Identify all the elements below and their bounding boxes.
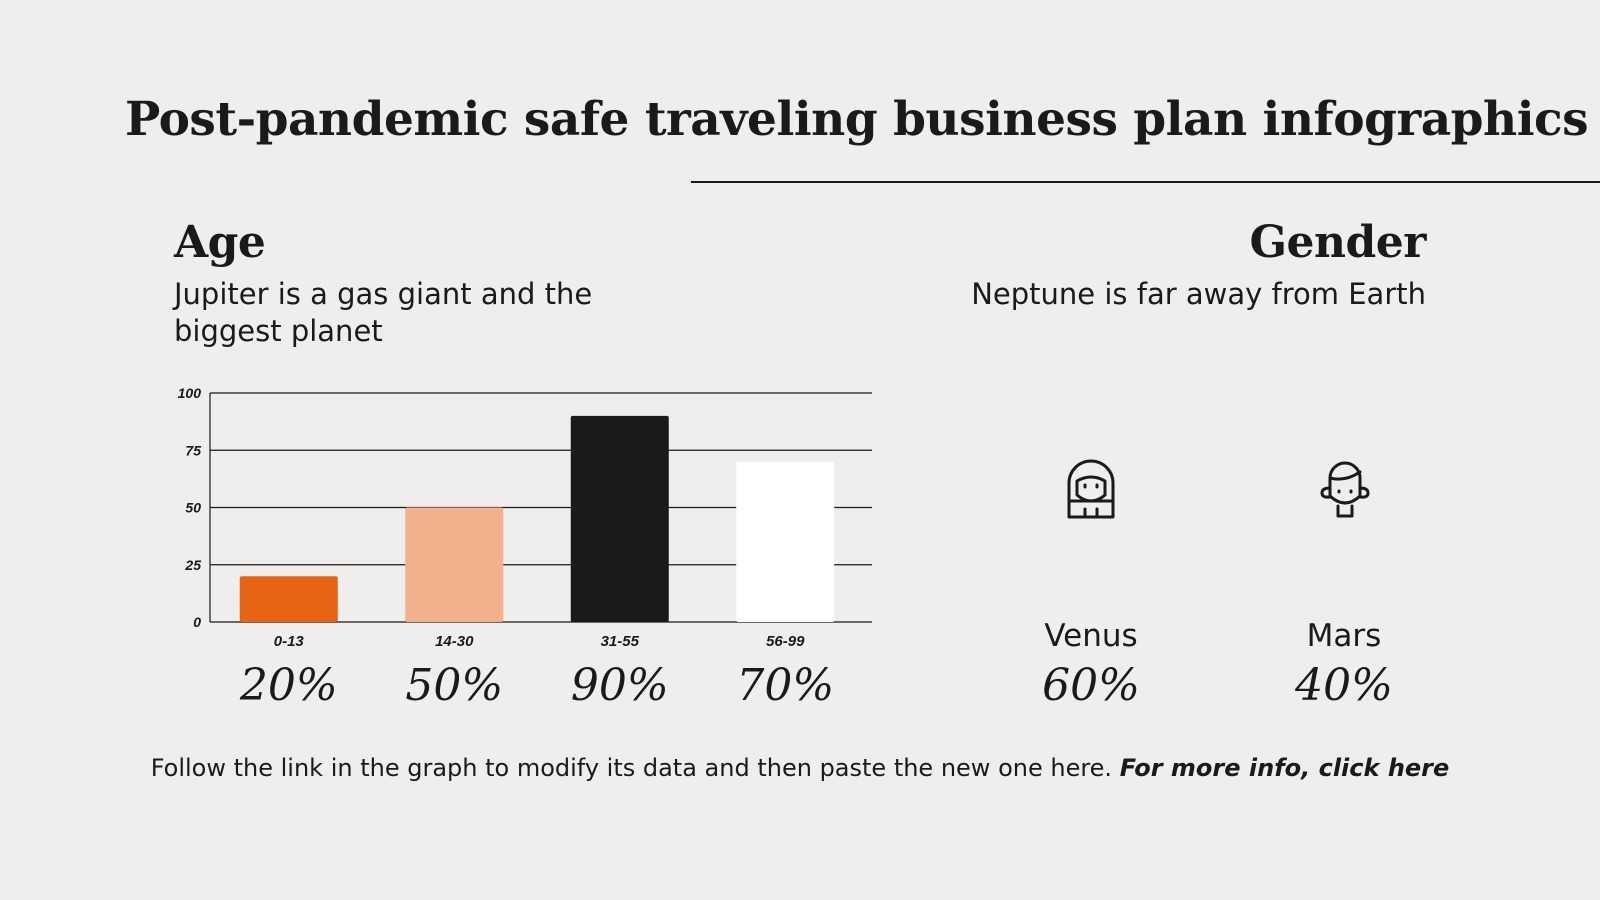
age-percent-label: 90% xyxy=(570,660,669,711)
y-tick-label: 75 xyxy=(185,442,201,458)
mars-circle xyxy=(1264,409,1425,570)
page-title: Post-pandemic safe traveling business pl… xyxy=(125,92,1589,147)
mars-percent: 40% xyxy=(1295,660,1393,711)
mars-label: Mars xyxy=(1306,618,1382,654)
venus-percent: 60% xyxy=(1042,660,1140,711)
venus-label: Venus xyxy=(1044,618,1138,654)
x-category-label: 0-13 xyxy=(274,633,305,650)
x-category-label: 14-30 xyxy=(435,633,474,650)
woman-icon xyxy=(1067,459,1115,519)
age-bar-chart[interactable]: 0 25 50 75 100 0-13 14-30 31-55 56-99 xyxy=(160,380,880,650)
bar-56-99 xyxy=(736,461,835,622)
chart-bars xyxy=(239,415,835,622)
bar-31-55 xyxy=(570,415,669,622)
y-tick-label: 0 xyxy=(193,614,201,630)
bar-0-13 xyxy=(239,576,338,622)
age-description: Jupiter is a gas giant and the biggest p… xyxy=(174,277,593,348)
chart-y-ticks: 0 25 50 75 100 xyxy=(178,385,202,630)
age-heading: Age xyxy=(174,217,266,268)
venus-circle xyxy=(983,382,1199,598)
x-category-label: 31-55 xyxy=(601,633,640,650)
y-tick-label: 50 xyxy=(185,500,201,516)
gender-heading: Gender xyxy=(1249,217,1426,268)
y-tick-label: 100 xyxy=(178,385,202,401)
more-info-link[interactable]: For more info, click here xyxy=(1119,754,1450,782)
title-divider xyxy=(691,181,1600,183)
age-percent-label: 70% xyxy=(736,660,835,711)
footer-note: Follow the link in the graph to modify i… xyxy=(0,754,1600,782)
chart-x-labels: 0-13 14-30 31-55 56-99 xyxy=(274,633,805,650)
footer-text: Follow the link in the graph to modify i… xyxy=(150,754,1113,782)
gender-description: Neptune is far away from Earth xyxy=(971,277,1426,311)
x-category-label: 56-99 xyxy=(766,633,805,650)
man-icon xyxy=(1320,461,1369,517)
age-percent-label: 50% xyxy=(405,660,504,711)
y-tick-label: 25 xyxy=(184,557,201,573)
age-percent-label: 20% xyxy=(239,660,338,711)
bar-14-30 xyxy=(405,507,504,622)
